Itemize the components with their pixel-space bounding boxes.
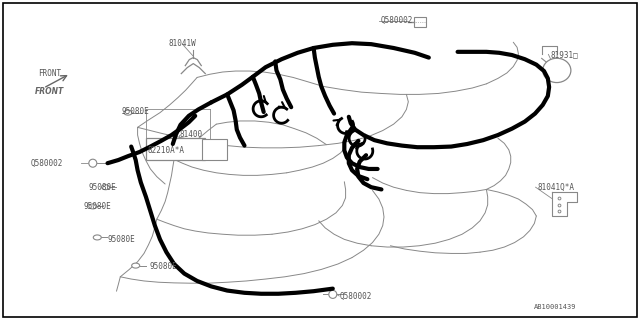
Text: 81400: 81400 <box>179 130 202 139</box>
Bar <box>202 139 227 160</box>
Text: 95080E: 95080E <box>108 236 135 244</box>
Text: 81041Q*A: 81041Q*A <box>538 183 575 192</box>
Text: 95080E: 95080E <box>122 108 149 116</box>
Text: 82210A*A: 82210A*A <box>148 146 185 155</box>
Text: Q580002: Q580002 <box>381 16 413 25</box>
Bar <box>414 17 426 27</box>
Circle shape <box>89 159 97 167</box>
Text: Q580002: Q580002 <box>31 159 63 168</box>
Text: FRONT: FRONT <box>35 87 65 96</box>
Text: 95080E: 95080E <box>149 262 177 271</box>
Text: FRONT: FRONT <box>38 69 61 78</box>
Text: 95080E: 95080E <box>83 202 111 211</box>
Ellipse shape <box>89 204 97 209</box>
Ellipse shape <box>102 185 109 190</box>
Circle shape <box>329 291 337 299</box>
Text: 95080E: 95080E <box>88 183 116 192</box>
Ellipse shape <box>93 235 101 240</box>
Text: 81931□: 81931□ <box>550 50 578 59</box>
Text: AB10001439: AB10001439 <box>534 304 576 310</box>
Bar <box>146 138 205 160</box>
Text: Q580002: Q580002 <box>339 292 372 300</box>
Ellipse shape <box>124 110 132 115</box>
Text: 81041W: 81041W <box>168 39 196 48</box>
Ellipse shape <box>132 263 140 268</box>
Ellipse shape <box>543 58 571 83</box>
